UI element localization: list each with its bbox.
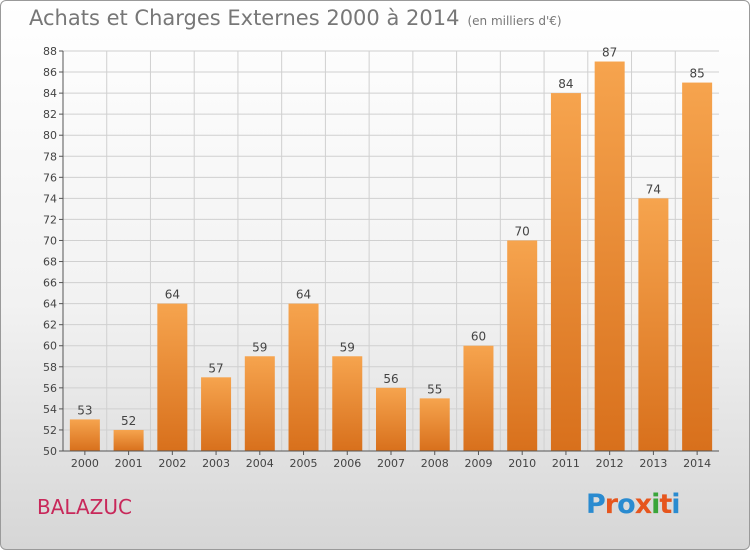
- y-tick-label: 68: [43, 256, 57, 269]
- commune-name: BALAZUC: [37, 495, 132, 519]
- x-tick-label: 2010: [508, 457, 536, 470]
- bar-value-label: 85: [689, 67, 704, 81]
- bar: [682, 82, 713, 451]
- logo-letter: i: [651, 489, 660, 520]
- logo-letter: t: [659, 489, 672, 520]
- y-tick-label: 60: [43, 340, 57, 353]
- x-tick-label: 2012: [596, 457, 624, 470]
- proxiti-logo[interactable]: Proxiti: [586, 489, 681, 520]
- x-tick-label: 2007: [377, 457, 405, 470]
- bar-value-label: 53: [77, 403, 92, 417]
- y-tick-label: 52: [43, 424, 57, 437]
- y-tick-label: 88: [43, 45, 57, 58]
- bar-value-label: 70: [515, 224, 530, 238]
- bar: [419, 398, 450, 451]
- y-tick-label: 76: [43, 171, 57, 184]
- bar-value-label: 64: [165, 288, 180, 302]
- bar-value-label: 52: [121, 414, 136, 428]
- bar-value-label: 87: [602, 46, 617, 60]
- y-tick-label: 70: [43, 234, 57, 247]
- bar: [69, 419, 100, 451]
- y-tick-label: 74: [43, 192, 57, 205]
- bar: [638, 198, 669, 451]
- x-tick-label: 2005: [290, 457, 318, 470]
- y-tick-label: 86: [43, 66, 57, 79]
- bar: [594, 61, 625, 452]
- x-tick-label: 2000: [71, 457, 99, 470]
- bar-value-label: 57: [208, 361, 223, 375]
- y-tick-label: 56: [43, 382, 57, 395]
- bar: [463, 345, 494, 451]
- logo-letter: r: [604, 489, 618, 520]
- logo-letter: x: [634, 489, 652, 520]
- logo-letter: i: [671, 489, 680, 520]
- bar: [201, 377, 232, 451]
- bar: [157, 303, 188, 451]
- x-tick-label: 2004: [246, 457, 274, 470]
- bar: [288, 303, 319, 451]
- axes: [59, 50, 719, 455]
- x-tick-label: 2006: [333, 457, 361, 470]
- y-tick-label: 66: [43, 277, 57, 290]
- bar-value-label: 74: [646, 182, 661, 196]
- labels: 50 52 54 56 58 60 62 64 66 68 70 72 74 76 78 80 82 84 86 88…: [43, 45, 711, 470]
- bar: [550, 93, 581, 452]
- bar-value-label: 55: [427, 382, 442, 396]
- logo-letter: P: [586, 489, 606, 520]
- y-tick-label: 80: [43, 129, 57, 142]
- x-tick-label: 2013: [639, 457, 667, 470]
- bars: [69, 61, 713, 452]
- x-tick-label: 2014: [683, 457, 711, 470]
- bar-value-label: 59: [252, 340, 267, 354]
- y-tick-label: 72: [43, 213, 57, 226]
- y-tick-label: 62: [43, 319, 57, 332]
- bar-value-label: 84: [558, 77, 573, 91]
- x-tick-label: 2009: [464, 457, 492, 470]
- x-tick-label: 2003: [202, 457, 230, 470]
- y-tick-label: 50: [43, 445, 57, 458]
- bar: [332, 356, 363, 451]
- y-tick-label: 82: [43, 108, 57, 121]
- bar: [244, 356, 275, 451]
- bar: [376, 387, 406, 451]
- x-tick-label: 2008: [421, 457, 449, 470]
- bar-value-label: 60: [471, 330, 486, 344]
- chart-unit-note: (en milliers d'€): [467, 14, 562, 28]
- bar-value-label: 64: [296, 288, 311, 302]
- logo-letter: o: [617, 489, 636, 520]
- y-tick-label: 78: [43, 150, 57, 163]
- chart-title: Achats et Charges Externes 2000 à 2014 (e…: [29, 6, 562, 30]
- y-tick-label: 58: [43, 361, 57, 374]
- bar-value-label: 59: [340, 340, 355, 354]
- x-tick-label: 2001: [115, 457, 143, 470]
- y-tick-label: 84: [43, 87, 57, 100]
- y-tick-label: 54: [43, 403, 57, 416]
- bar: [113, 429, 144, 451]
- x-tick-label: 2011: [552, 457, 580, 470]
- bar: [507, 240, 538, 451]
- y-tick-label: 64: [43, 298, 57, 311]
- bar-value-label: 56: [383, 372, 398, 386]
- chart-title-text: Achats et Charges Externes 2000 à 2014: [29, 6, 460, 30]
- x-tick-label: 2002: [158, 457, 186, 470]
